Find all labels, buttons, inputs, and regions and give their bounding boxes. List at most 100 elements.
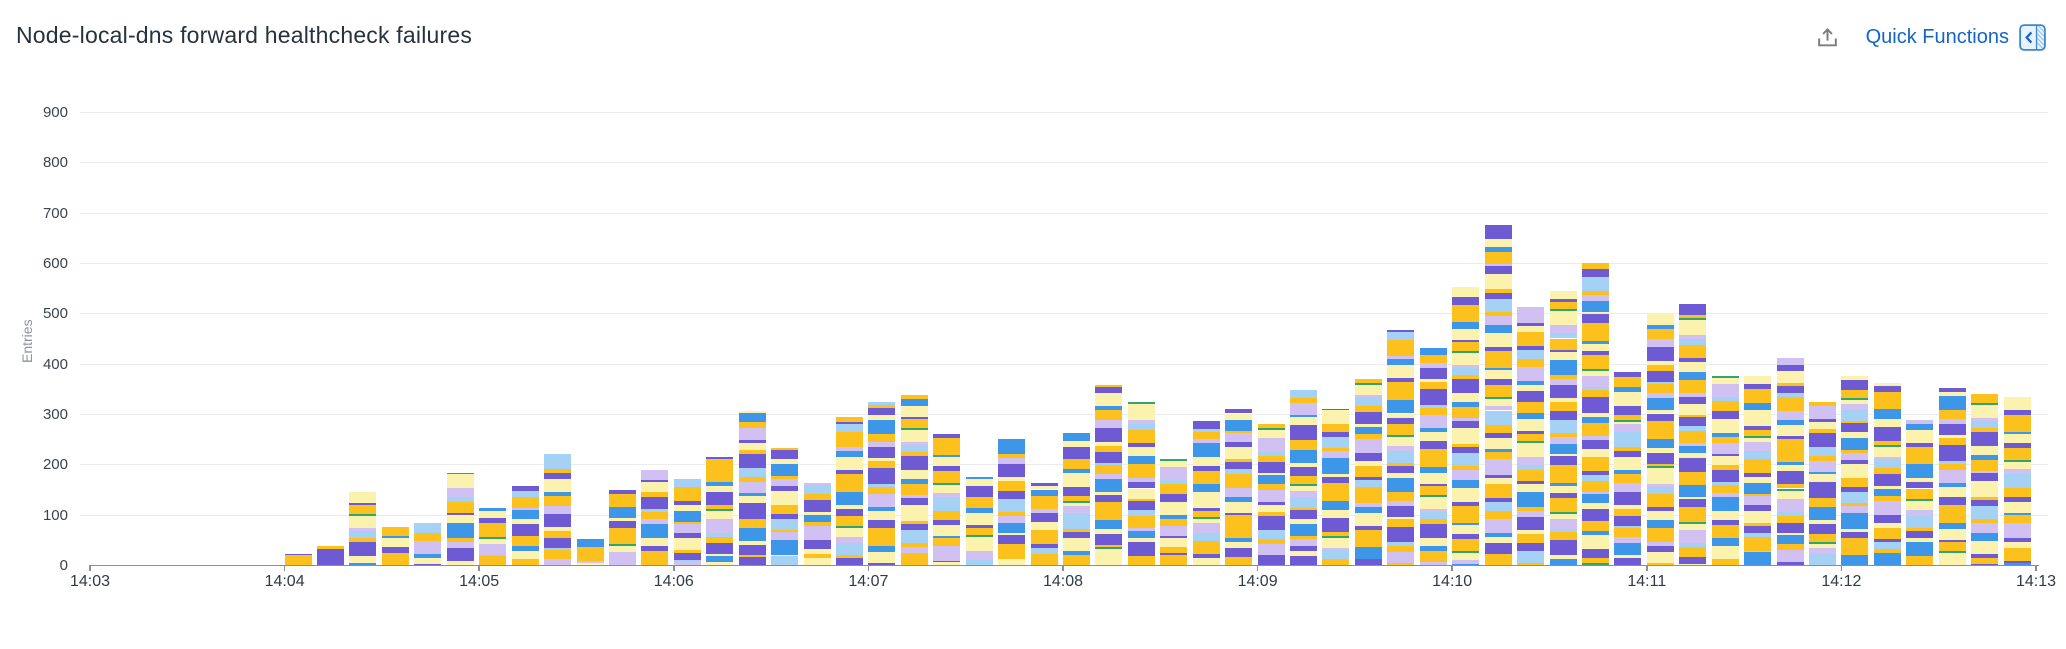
time-bucket-bar[interactable] — [2003, 395, 2031, 565]
time-bucket-bar[interactable] — [1744, 363, 1772, 565]
time-bucket-bar[interactable] — [608, 489, 636, 565]
time-bucket-bar[interactable] — [479, 500, 507, 565]
time-bucket-bar[interactable] — [1614, 372, 1642, 565]
bar-segment-paleYellow — [1841, 376, 1869, 381]
bar-segment-teal — [933, 483, 961, 486]
time-bucket-bar[interactable] — [1290, 381, 1318, 565]
bar-segment-lightBlue — [1549, 419, 1577, 434]
time-bucket-bar[interactable] — [1192, 420, 1220, 565]
time-bucket-bar[interactable] — [1646, 313, 1674, 565]
time-bucket-bar[interactable] — [1127, 402, 1155, 565]
time-bucket-bar[interactable] — [835, 417, 863, 565]
bar-segment-paleYellow — [479, 538, 507, 544]
collapse-panel-icon[interactable] — [2019, 24, 2046, 51]
bar-segment-lightBlue — [2003, 473, 2031, 488]
time-bucket-bar[interactable] — [868, 401, 896, 565]
time-bucket-bar[interactable] — [771, 439, 799, 565]
time-bucket-bar[interactable] — [511, 481, 539, 565]
time-bucket-bar[interactable] — [544, 448, 572, 565]
time-bucket-bar[interactable] — [803, 476, 831, 565]
bar-segment-blue — [835, 450, 863, 457]
time-bucket-bar[interactable] — [1452, 287, 1480, 565]
time-bucket-bar[interactable] — [1322, 408, 1350, 565]
time-bucket-bar[interactable] — [446, 472, 474, 565]
bar-segment-blue — [608, 507, 636, 519]
bar-segment-paleYellow — [1127, 537, 1155, 543]
bar-segment-paleYellow — [868, 510, 896, 521]
time-bucket-bar[interactable] — [349, 491, 377, 565]
bar-segment-lightBlue — [933, 497, 961, 512]
bar-segment-paleYellow — [641, 482, 669, 492]
time-bucket-bar[interactable] — [317, 545, 345, 565]
bar-segment-lavender — [1387, 355, 1415, 360]
time-bucket-bar[interactable] — [1517, 306, 1545, 565]
bar-segment-purple — [1808, 418, 1836, 422]
bar-segment-lightBlue — [1387, 451, 1415, 464]
time-bucket-bar[interactable] — [1971, 393, 1999, 565]
time-bucket-bar[interactable] — [1808, 402, 1836, 565]
time-bucket-bar[interactable] — [1095, 384, 1123, 565]
x-axis-tick — [1646, 565, 1648, 571]
time-bucket-bar[interactable] — [1257, 414, 1285, 565]
time-bucket-bar[interactable] — [1873, 371, 1901, 565]
bar-segment-paleYellow — [1517, 418, 1545, 431]
bar-segment-purple — [1938, 497, 1966, 506]
time-bucket-bar[interactable] — [900, 384, 928, 565]
bar-segment-gold — [1192, 511, 1220, 518]
export-icon[interactable] — [1815, 25, 1840, 50]
bar-segment-purple — [1517, 345, 1545, 350]
bar-segment-gold — [1095, 464, 1123, 474]
time-bucket-bar[interactable] — [284, 553, 312, 565]
bar-segment-paleYellow — [1387, 365, 1415, 379]
bar-segment-lavender — [641, 519, 669, 524]
bar-segment-paleYellow — [1971, 405, 1999, 418]
bar-segment-purple — [1063, 532, 1090, 539]
time-bucket-bar[interactable] — [1841, 371, 1869, 565]
time-bucket-bar[interactable] — [706, 454, 734, 565]
time-bucket-bar[interactable] — [381, 527, 409, 565]
time-bucket-bar[interactable] — [1063, 432, 1090, 565]
bar-segment-gold — [868, 528, 896, 542]
bar-segment-purple — [1095, 452, 1123, 463]
bar-segment-paleYellow — [1841, 432, 1869, 438]
time-bucket-bar[interactable] — [738, 403, 766, 565]
quick-functions-link[interactable]: Quick Functions — [1866, 24, 2046, 51]
bar-segment-gold — [1776, 397, 1804, 412]
time-bucket-bar[interactable] — [1581, 263, 1609, 565]
time-bucket-bar[interactable] — [673, 476, 701, 565]
time-bucket-bar[interactable] — [1419, 347, 1447, 565]
time-bucket-bar[interactable] — [576, 537, 604, 565]
bar-segment-lavender — [446, 541, 474, 548]
bar-segment-teal — [1711, 376, 1739, 379]
time-bucket-bar[interactable] — [1679, 303, 1707, 565]
time-bucket-bar[interactable] — [1484, 225, 1512, 565]
time-bucket-bar[interactable] — [1160, 449, 1188, 565]
time-bucket-bar[interactable] — [641, 464, 669, 565]
bar-segment-blue — [965, 507, 993, 514]
bar-segment-purple — [1679, 358, 1707, 363]
time-bucket-bar[interactable] — [1938, 388, 1966, 565]
time-bucket-bar[interactable] — [1776, 357, 1804, 565]
time-bucket-bar[interactable] — [1387, 328, 1415, 565]
bar-segment-gold — [1744, 522, 1772, 526]
time-bucket-bar[interactable] — [998, 433, 1026, 565]
time-bucket-bar[interactable] — [1711, 371, 1739, 565]
bar-segment-purple — [868, 468, 896, 484]
bar-segment-lavender — [1614, 424, 1642, 432]
time-bucket-bar[interactable] — [965, 476, 993, 565]
bar-segment-paleYellow — [1225, 447, 1253, 460]
time-bucket-bar[interactable] — [933, 431, 961, 565]
bar-segment-paleYellow — [1581, 311, 1609, 314]
time-bucket-bar[interactable] — [414, 522, 442, 565]
time-bucket-bar[interactable] — [1906, 417, 1934, 565]
bar-segment-gold — [1257, 511, 1285, 517]
bar-segment-blue — [1841, 513, 1869, 529]
time-bucket-bar[interactable] — [1225, 401, 1253, 565]
bar-segment-paleYellow — [1581, 413, 1609, 417]
time-bucket-bar[interactable] — [1030, 482, 1058, 565]
time-bucket-bar[interactable] — [1549, 290, 1577, 565]
time-bucket-bar[interactable] — [1354, 373, 1382, 565]
bar-segment-gold — [1257, 455, 1285, 463]
bar-segment-lavender — [738, 427, 766, 440]
bar-segment-lavender — [1127, 527, 1155, 531]
